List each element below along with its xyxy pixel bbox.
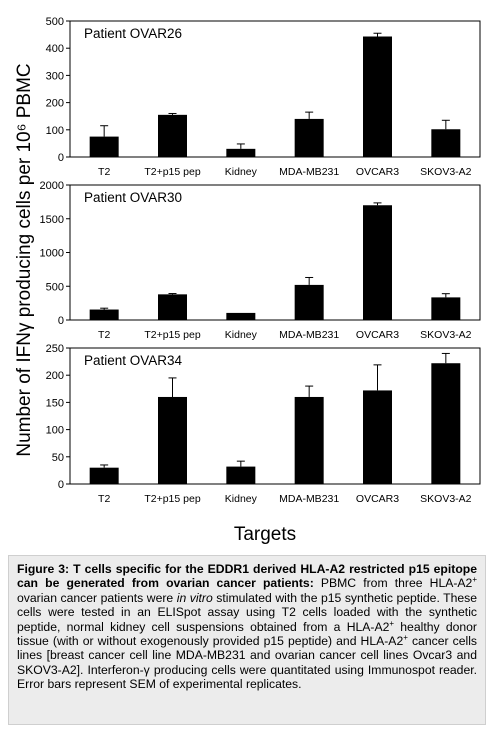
- x-tick-label: SKOV3-A2: [420, 493, 472, 505]
- panel-title: Patient OVAR30: [84, 190, 182, 205]
- bar: [431, 129, 461, 157]
- x-tick-label: Kidney: [225, 329, 258, 341]
- x-tick-label: MDA-MB231: [279, 166, 339, 178]
- caption-text: stimulated with the p15 synthetic peptid…: [17, 590, 477, 634]
- x-tick-label: T2+p15 pep: [144, 493, 201, 505]
- y-tick-label: 0: [58, 479, 64, 491]
- bar: [363, 205, 392, 320]
- panel-title: Patient OVAR26: [84, 26, 182, 41]
- bar: [226, 312, 256, 320]
- y-tick-label: 2000: [40, 180, 64, 192]
- y-tick-label: 500: [46, 16, 64, 28]
- x-tick-label: MDA-MB231: [279, 493, 339, 505]
- bar: [226, 148, 256, 157]
- bar: [294, 284, 324, 320]
- bar: [158, 294, 187, 320]
- bar: [89, 136, 119, 157]
- figure-caption: Figure 3: T cells specific for the EDDR1…: [8, 555, 486, 725]
- caption-sup: +: [389, 618, 395, 628]
- caption-text: cancer cells lines [breast cancer cell l…: [17, 634, 477, 692]
- x-tick-label: SKOV3-A2: [420, 166, 472, 178]
- y-tick-label: 200: [46, 98, 64, 110]
- caption-sup: +: [472, 575, 477, 585]
- caption-text: ovarian cancer patients were: [17, 590, 177, 605]
- panel-title: Patient OVAR34: [84, 353, 183, 368]
- x-tick-label: T2: [98, 329, 110, 341]
- bar: [158, 114, 187, 157]
- y-tick-label: 300: [46, 70, 64, 82]
- bar: [363, 36, 392, 158]
- chart-panel: 0 50 100 150 200 250 Patient OVAR34 T2 T2+p15 pe…: [46, 343, 481, 505]
- x-tick-label: T2+p15 pep: [144, 166, 201, 178]
- y-axis-label: Number of IFNγ producing cells per 10⁶ P…: [14, 63, 35, 456]
- plot-frame: [69, 347, 481, 485]
- plot-frame: [69, 184, 481, 321]
- bar: [89, 309, 119, 320]
- chart-panel: 0 500 1000 1500 2000 Patient OVAR30 T2 T2+p15 p…: [40, 180, 481, 341]
- bar: [89, 467, 119, 484]
- bar: [294, 396, 324, 484]
- caption-text: healthy donor tissue (with or without ex…: [17, 619, 477, 649]
- x-tick-label: T2: [98, 166, 110, 178]
- bar: [431, 297, 461, 320]
- y-tick-label: 50: [52, 452, 64, 464]
- y-tick-label: 1500: [40, 214, 64, 226]
- x-tick-label: OVCAR3: [356, 493, 399, 505]
- x-axis-label: Targets: [234, 524, 296, 545]
- y-tick-label: 500: [46, 281, 64, 293]
- x-tick-label: MDA-MB231: [279, 329, 339, 341]
- x-tick-label: T2: [98, 493, 110, 505]
- y-tick-label: 150: [46, 397, 64, 409]
- bar: [363, 390, 392, 484]
- x-tick-label: Kidney: [225, 166, 258, 178]
- y-tick-label: 200: [46, 370, 64, 382]
- x-tick-label: OVCAR3: [356, 329, 399, 341]
- chart-panel: 0 100 200 300 400 500 Patient OVAR26 T2 T2+p15 p…: [46, 16, 481, 178]
- bar: [158, 396, 187, 484]
- caption-bold: Figure 3: T cells specific for the EDDR1…: [17, 562, 477, 591]
- caption-sup: +: [403, 632, 408, 642]
- caption-italic: in vitro: [176, 590, 213, 605]
- bar: [226, 466, 256, 484]
- bar: [294, 118, 324, 157]
- y-tick-label: 0: [58, 152, 64, 164]
- bar-chart-figure: Number of IFNγ producing cells per 10⁶ P…: [14, 16, 481, 545]
- x-tick-label: SKOV3-A2: [420, 329, 472, 341]
- y-tick-label: 250: [46, 343, 64, 355]
- y-tick-label: 1000: [40, 248, 64, 260]
- bar: [431, 363, 461, 484]
- x-tick-label: Kidney: [225, 493, 258, 505]
- caption-text: PBMC from three HLA-A2: [313, 576, 473, 591]
- y-tick-label: 0: [58, 315, 64, 327]
- plot-frame: [69, 20, 481, 158]
- x-tick-label: T2+p15 pep: [144, 329, 201, 341]
- y-tick-label: 400: [46, 43, 64, 55]
- y-tick-label: 100: [46, 125, 64, 137]
- x-tick-label: OVCAR3: [356, 166, 399, 178]
- y-tick-label: 100: [46, 425, 64, 437]
